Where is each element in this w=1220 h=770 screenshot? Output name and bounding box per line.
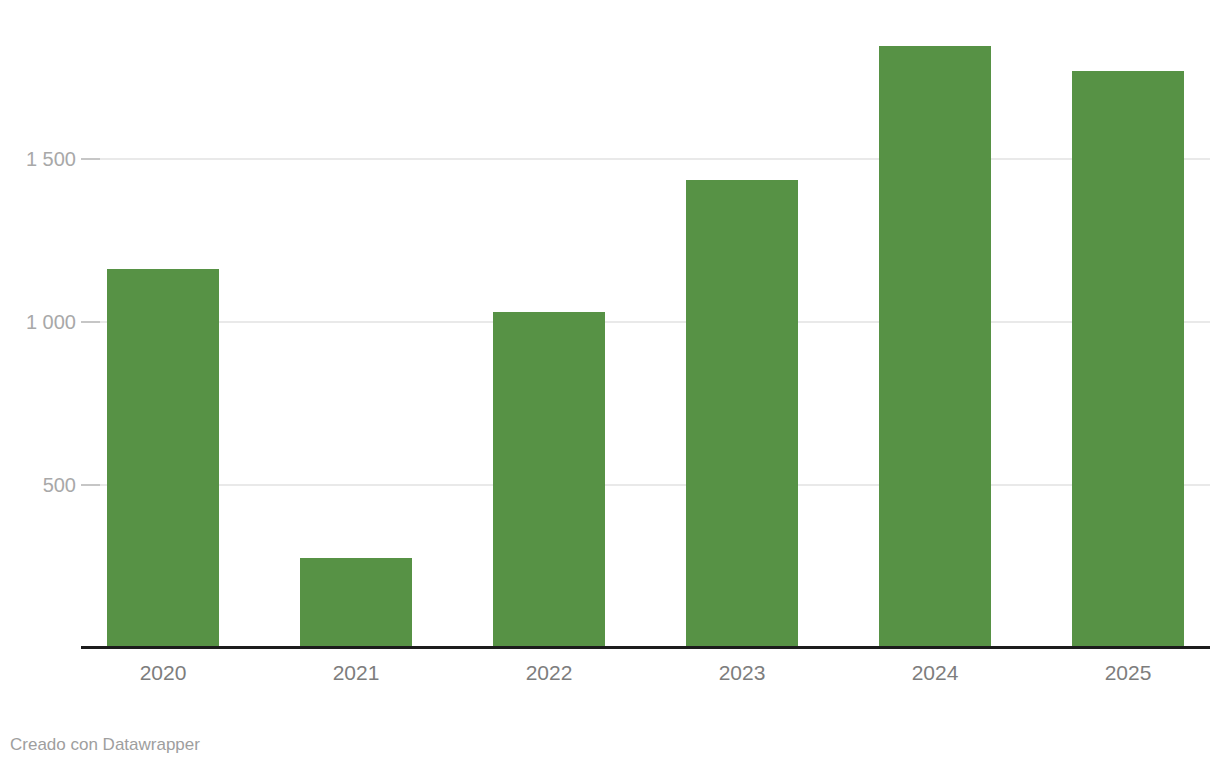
x-axis-line bbox=[81, 646, 1210, 649]
x-axis-label-2022: 2022 bbox=[489, 661, 609, 685]
gridline-500 bbox=[81, 484, 1210, 486]
y-tick-500 bbox=[81, 484, 100, 486]
x-axis-label-2021: 2021 bbox=[296, 661, 416, 685]
attribution-text: Creado con Datawrapper bbox=[10, 735, 200, 755]
bar-2020[interactable] bbox=[107, 269, 219, 646]
x-axis-label-2023: 2023 bbox=[682, 661, 802, 685]
gridline-1000 bbox=[81, 321, 1210, 323]
bar-2023[interactable] bbox=[686, 180, 798, 646]
x-axis-label-2025: 2025 bbox=[1068, 661, 1188, 685]
y-tick-1500 bbox=[81, 158, 100, 160]
bar-2022[interactable] bbox=[493, 312, 605, 646]
bar-2024[interactable] bbox=[879, 46, 991, 646]
x-axis-label-2024: 2024 bbox=[875, 661, 995, 685]
chart-canvas: 500 1 000 1 500 2020 2021 2022 2023 2024 2025 Cr… bbox=[0, 0, 1220, 770]
bar-2021[interactable] bbox=[300, 558, 412, 646]
bar-chart-plot: 500 1 000 1 500 2020 2021 2022 2023 2024 2025 bbox=[0, 0, 1220, 770]
gridline-1500 bbox=[81, 158, 1210, 160]
y-axis-label-500: 500 bbox=[0, 474, 76, 496]
x-axis-label-2020: 2020 bbox=[103, 661, 223, 685]
y-axis-label-1000: 1 000 bbox=[0, 311, 76, 333]
y-axis-label-1500: 1 500 bbox=[0, 148, 76, 170]
bar-2025[interactable] bbox=[1072, 71, 1184, 646]
y-tick-1000 bbox=[81, 321, 100, 323]
